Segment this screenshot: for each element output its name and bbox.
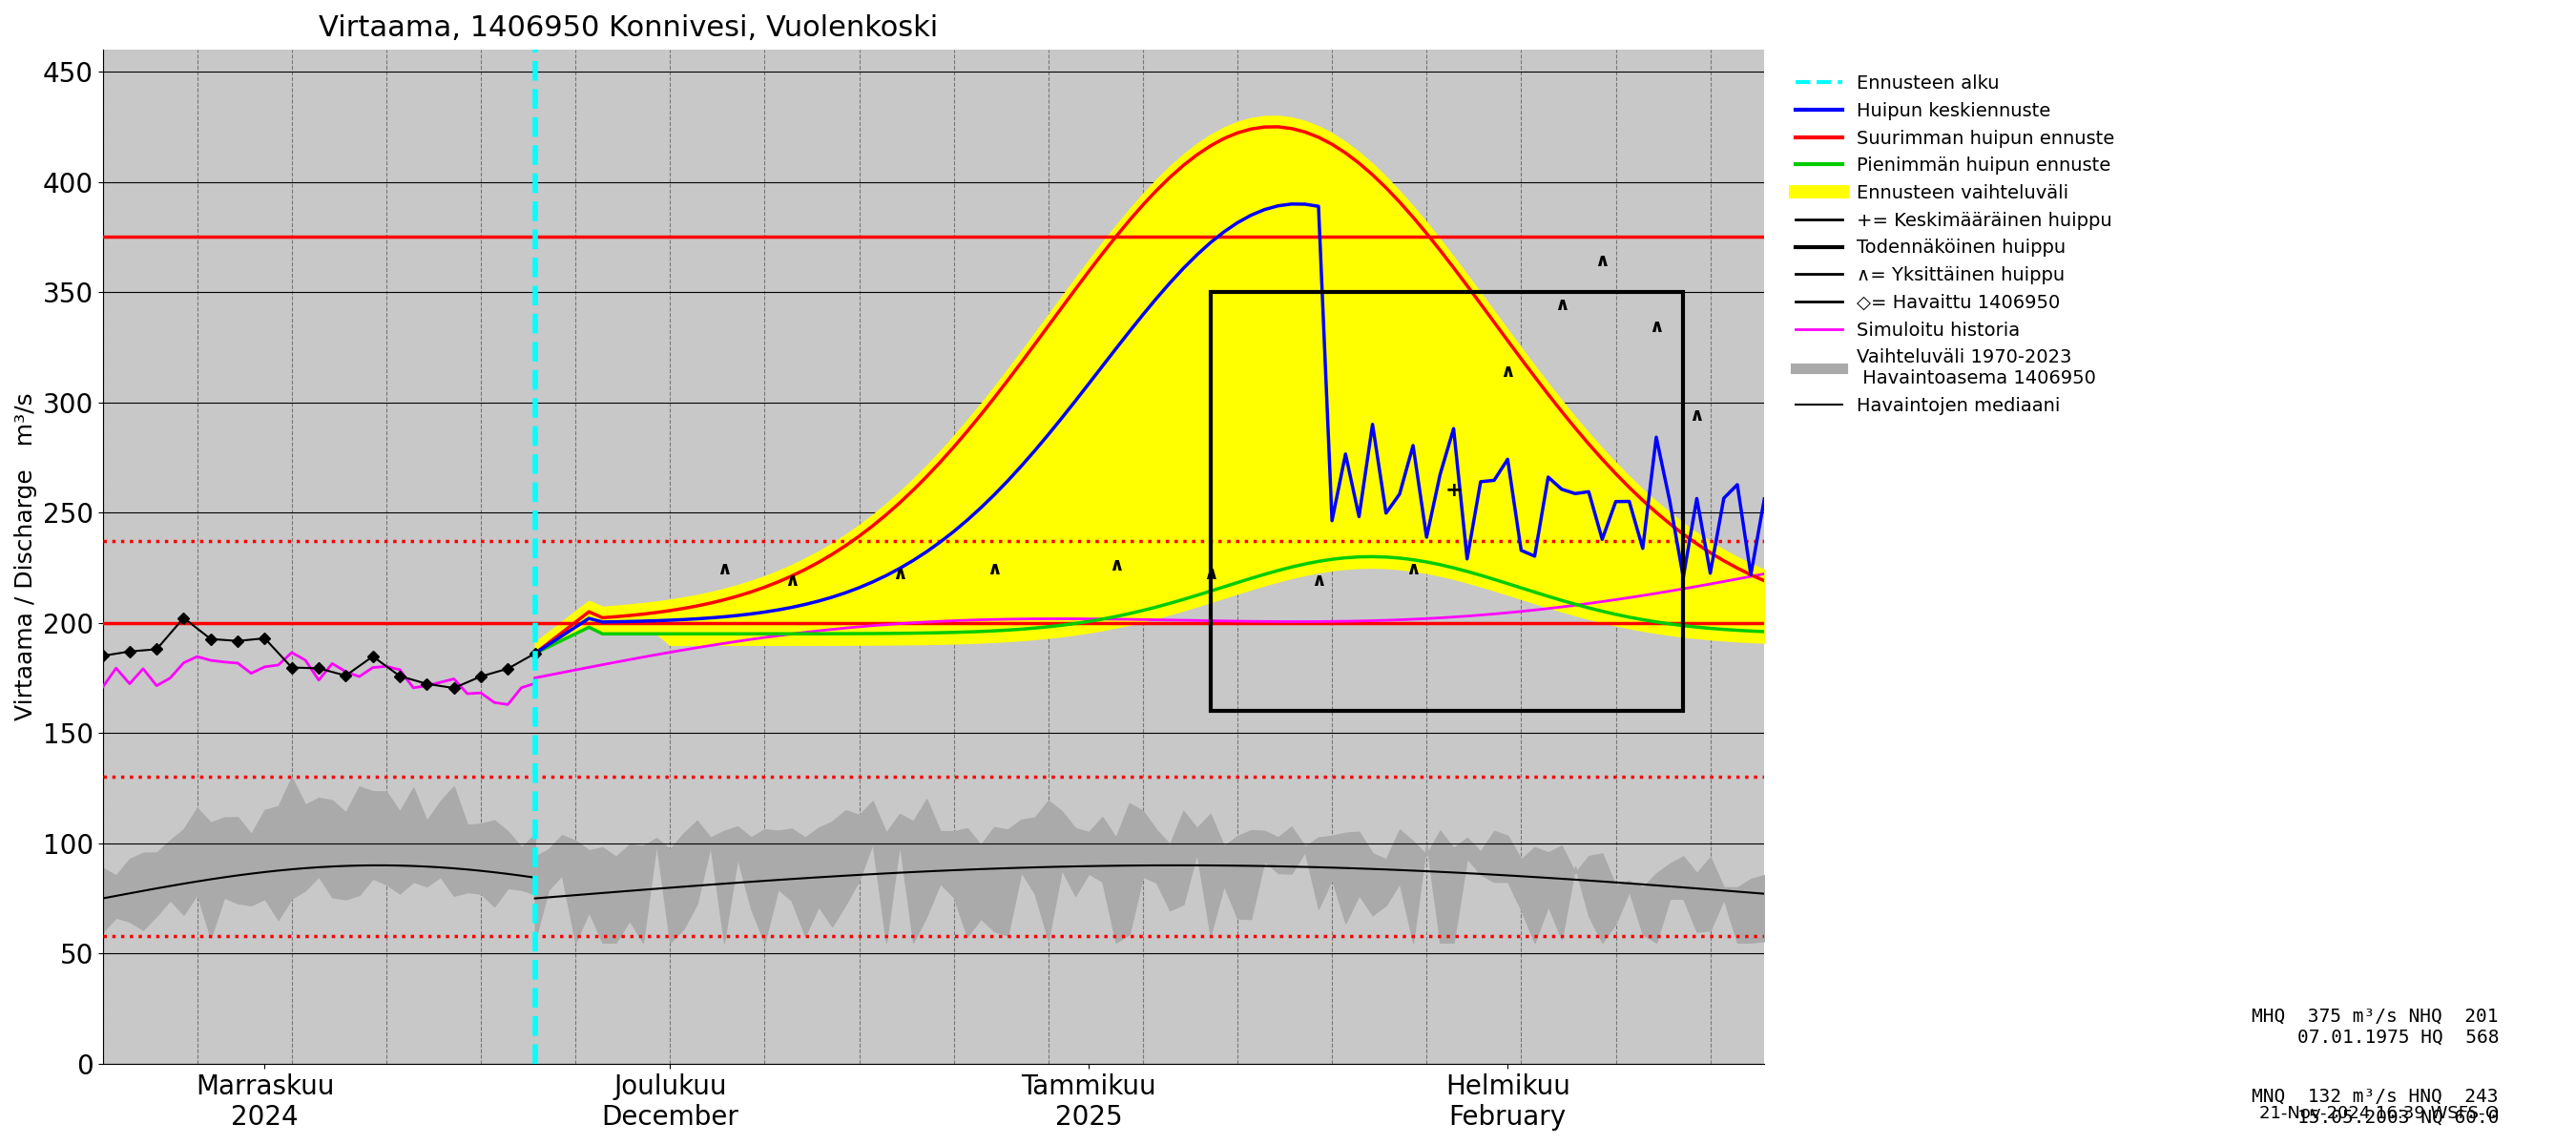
Text: ∧: ∧ xyxy=(987,561,1002,578)
Text: Virtaama, 1406950 Konnivesi, Vuolenkoski: Virtaama, 1406950 Konnivesi, Vuolenkoski xyxy=(319,14,938,42)
Text: ∧: ∧ xyxy=(1203,564,1218,583)
Text: ∧: ∧ xyxy=(783,571,799,590)
Text: ∧: ∧ xyxy=(891,564,907,583)
Text: ∧: ∧ xyxy=(1499,362,1515,380)
Bar xyxy=(1211,292,1682,711)
Text: MHQ  375 m³/s NHQ  201
07.01.1975 HQ  568: MHQ 375 m³/s NHQ 201 07.01.1975 HQ 568 xyxy=(2251,1008,2499,1047)
Text: 21-Nov-2024 16:39 WSFS-O: 21-Nov-2024 16:39 WSFS-O xyxy=(2259,1105,2499,1122)
Text: +: + xyxy=(1445,481,1463,500)
Text: ∧: ∧ xyxy=(1406,561,1419,578)
Text: ∧: ∧ xyxy=(1311,571,1327,590)
Text: ∧: ∧ xyxy=(716,561,732,578)
Text: ∧: ∧ xyxy=(1649,318,1664,337)
Text: ∧: ∧ xyxy=(1690,406,1705,425)
Text: ∧: ∧ xyxy=(1553,295,1569,314)
Y-axis label: Virtaama / Discharge   m³/s: Virtaama / Discharge m³/s xyxy=(15,393,36,720)
Text: ∧: ∧ xyxy=(1595,252,1610,270)
Legend: Ennusteen alku, Huipun keskiennuste, Suurimman huipun ennuste, Pienimmän huipun : Ennusteen alku, Huipun keskiennuste, Suu… xyxy=(1790,69,2120,420)
Text: ∧: ∧ xyxy=(1108,556,1123,575)
Text: MNQ  132 m³/s HNQ  243
15.05.2003 NQ 60.0: MNQ 132 m³/s HNQ 243 15.05.2003 NQ 60.0 xyxy=(2251,1088,2499,1127)
